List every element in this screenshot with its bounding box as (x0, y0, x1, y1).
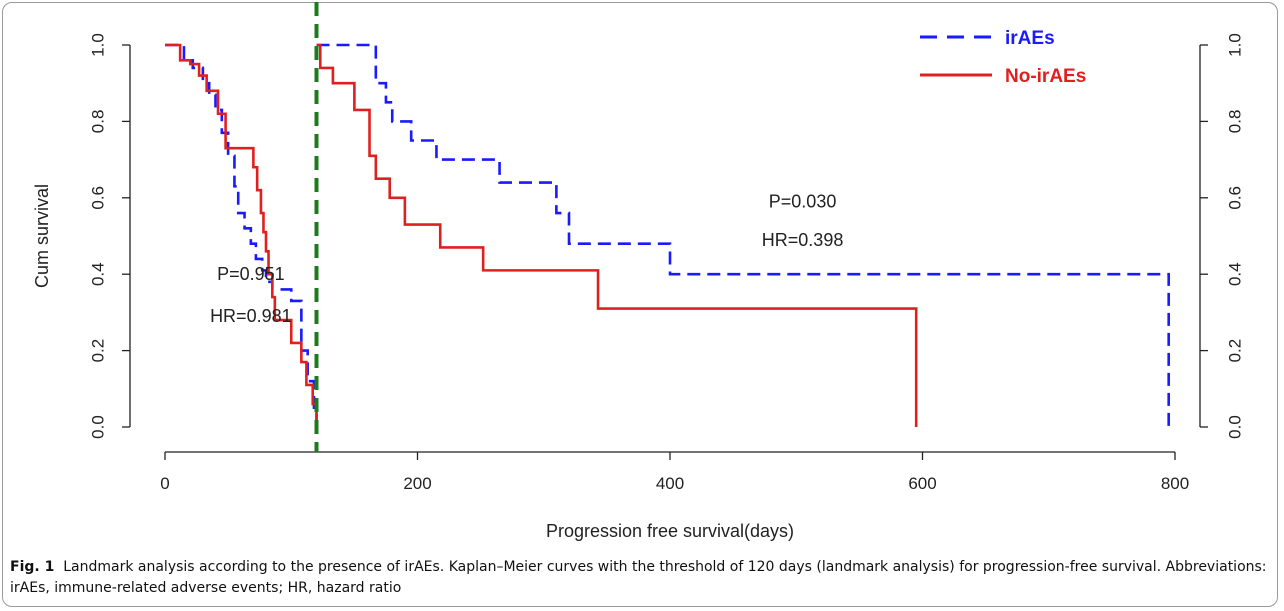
annotation-text: P=0.951 (217, 264, 285, 284)
x-tick-label: 800 (1161, 474, 1189, 493)
y-tick-label-left: 1.0 (89, 33, 108, 57)
x-tick-label: 200 (403, 474, 431, 493)
annotations: P=0.951 HR=0.981 P=0.030 HR=0.398 (210, 192, 843, 327)
y-axis-label: Cum survival (32, 184, 52, 288)
y-tick-label-right: 0.8 (1226, 110, 1245, 134)
annotation-text: HR=0.398 (762, 230, 844, 250)
y-tick-label-left: 0.4 (89, 262, 108, 286)
annotation-text: P=0.030 (769, 192, 837, 212)
caption-text: Landmark analysis according to the prese… (10, 559, 1267, 596)
y-tick-label-left: 0.2 (89, 339, 108, 363)
y-tick-label-left: 0.8 (89, 110, 108, 134)
x-tick-label: 600 (908, 474, 936, 493)
axes: 0 200 400 600 800 Progression free survival(d… (32, 33, 1245, 541)
x-tick-label: 400 (656, 474, 684, 493)
x-tick-label: 0 (160, 474, 169, 493)
curves (165, 2, 1170, 452)
figure-caption: Fig. 1 Landmark analysis according to th… (10, 557, 1270, 599)
y-tick-label-right: 1.0 (1226, 33, 1245, 57)
x-axis-label: Progression free survival(days) (546, 521, 794, 541)
y-tick-label-right: 0.4 (1226, 262, 1245, 286)
caption-label: Fig. 1 (10, 559, 55, 575)
y-tick-label-right: 0.6 (1226, 186, 1245, 210)
y-tick-label-right: 0.0 (1226, 415, 1245, 439)
no-irAEs-curve-segment (316, 43, 918, 427)
legend-label: irAEs (1005, 28, 1055, 49)
annotation-text: HR=0.981 (210, 306, 292, 326)
y-tick-label-left: 0.6 (89, 186, 108, 210)
legend: irAEs No-irAEs (920, 28, 1086, 87)
y-tick-label-left: 0.0 (89, 415, 108, 439)
irAEs-curve-segment (165, 43, 318, 427)
no-irAEs-curve-segment (165, 43, 318, 427)
irAEs-curve-segment (316, 43, 1170, 427)
legend-label: No-irAEs (1005, 66, 1086, 87)
y-tick-label-right: 0.2 (1226, 339, 1245, 363)
